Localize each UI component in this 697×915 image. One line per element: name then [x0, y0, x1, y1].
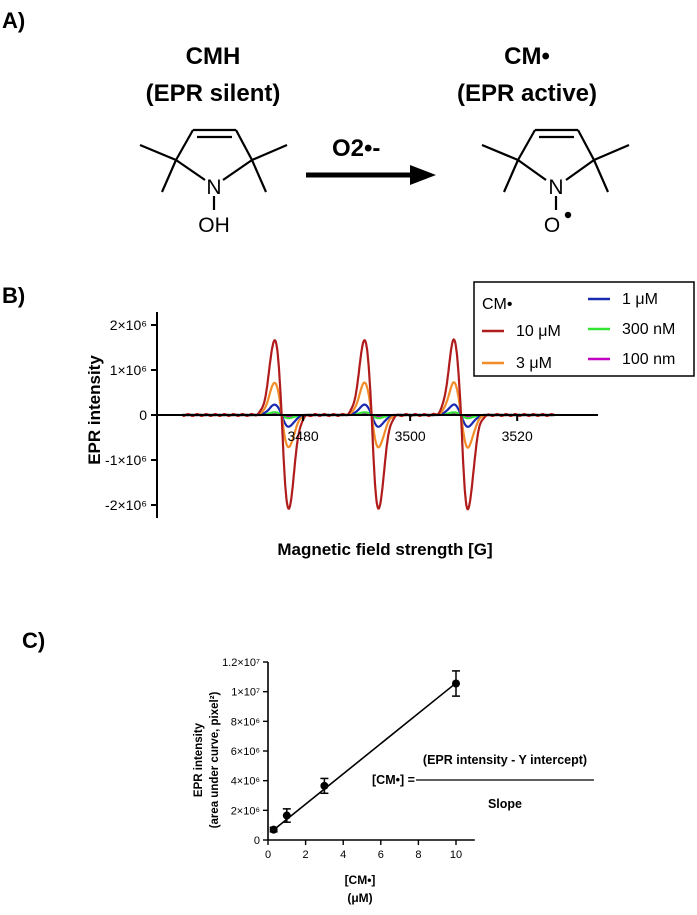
calibration-chart: 0 2×10⁶ 4×10⁶ 6×10⁶ 8×10⁶ 1×10⁷ 1.2×10⁷ 0 2 4 6 8 1… [193, 657, 594, 905]
fit-line [273, 682, 457, 831]
product-name: CM• [504, 43, 550, 70]
panel-b-label: B) [2, 283, 26, 308]
legend-title: CM• [482, 296, 512, 313]
reactant-structure [139, 128, 288, 210]
legend-entry: 100 nm [622, 351, 675, 368]
product-n-atom: N [548, 176, 563, 199]
y-ticks: 0 2×10⁶ 4×10⁶ 6×10⁶ 8×10⁶ 1×10⁷ 1.2×10⁷ [222, 657, 268, 847]
x-tick-label: 0 [265, 849, 271, 861]
data-point [282, 811, 291, 820]
legend-entry: 3 μM [516, 355, 552, 372]
y-ticks: 2×10⁶ 1×10⁶ 0 -1×10⁶ -2×10⁶ [105, 317, 157, 513]
x-tick-label: 8 [415, 849, 421, 861]
y-axis-label-line2: (area under curve, pixel²) [209, 691, 221, 828]
legend: CM• 10 μM 3 μM 1 μM 300 nM 100 nm [473, 281, 695, 377]
product-structure [481, 128, 630, 210]
x-ticks: 3480 3500 3520 [288, 415, 533, 444]
y-tick-label: 0 [254, 835, 260, 847]
legend-entry: 1 μM [622, 291, 658, 308]
equation-lhs: [CM•] = [372, 773, 415, 787]
x-tick-label: 10 [450, 849, 462, 861]
product-o-atom: O [544, 214, 560, 237]
x-axis-unit: (μM) [347, 891, 372, 905]
epr-spectra-chart: 2×10⁶ 1×10⁶ 0 -1×10⁶ -2×10⁶ 3480 3500 3520 EPR… [85, 281, 695, 559]
y-tick-label: 1.2×10⁷ [222, 657, 260, 669]
equation-numerator: (EPR intensity - Y intercept) [423, 753, 587, 767]
x-tick-label: 3520 [502, 428, 533, 444]
reagent-superoxide: O2•- [332, 135, 380, 162]
y-tick-label: -1×10⁶ [105, 452, 147, 468]
data-point [320, 781, 329, 790]
x-tick-label: 3500 [395, 428, 426, 444]
y-tick-label: 8×10⁶ [231, 716, 260, 728]
equation-denominator: Slope [488, 797, 522, 811]
data-point [452, 679, 460, 688]
equation: [CM•] = (EPR intensity - Y intercept) Sl… [372, 753, 594, 811]
panel-a-label: A) [2, 8, 26, 33]
y-tick-label: 4×10⁶ [231, 776, 260, 788]
panel-c-label: C) [22, 628, 46, 653]
x-tick-label: 6 [378, 849, 384, 861]
y-tick-label: 6×10⁶ [231, 746, 260, 758]
legend-entry: 300 nM [622, 321, 675, 338]
data-point [269, 825, 278, 834]
data-points [269, 670, 460, 834]
y-tick-label: 1×10⁷ [231, 687, 260, 699]
y-tick-label: 1×10⁶ [110, 362, 147, 378]
reactant-name: CMH [186, 43, 241, 70]
reaction-scheme: CMH (EPR silent) CM• (EPR active) N OH O… [139, 43, 630, 237]
y-tick-label: 2×10⁶ [110, 317, 147, 333]
legend-entry: 10 μM [516, 323, 561, 340]
reactant-n-atom: N [206, 176, 221, 199]
y-tick-label: -2×10⁶ [105, 497, 147, 513]
y-axis-label-line1: EPR intensity [193, 722, 205, 797]
x-axis-label: [CM•] [345, 873, 376, 887]
x-axis-label: Magnetic field strength [G] [277, 540, 492, 559]
x-ticks: 0 2 4 6 8 10 [265, 840, 462, 861]
reaction-arrow [306, 165, 436, 185]
radical-dot-icon [564, 211, 572, 219]
y-tick-label: 2×10⁶ [231, 805, 260, 817]
product-state: (EPR active) [457, 80, 597, 107]
x-tick-label: 3480 [288, 428, 319, 444]
x-tick-label: 2 [303, 849, 309, 861]
reactant-state: (EPR silent) [146, 80, 281, 107]
legend-box [473, 281, 695, 377]
x-tick-label: 4 [340, 849, 346, 861]
y-tick-label: 0 [139, 407, 147, 423]
reactant-oh-group: OH [198, 214, 230, 237]
y-axis-label: EPR intensity [85, 355, 104, 465]
